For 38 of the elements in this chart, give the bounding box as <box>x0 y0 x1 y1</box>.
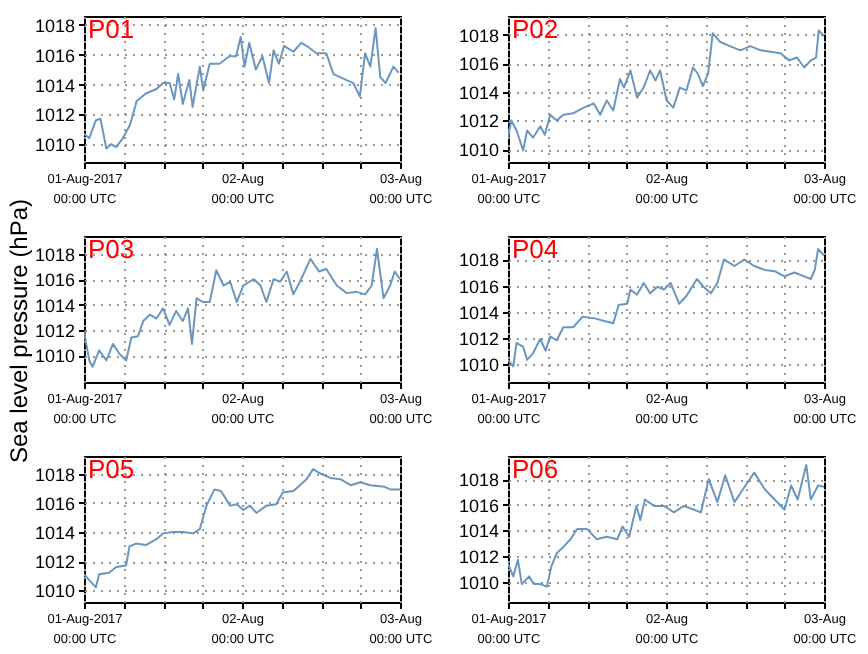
y-tick-label: 1010 <box>458 572 499 593</box>
y-tick-label: 1018 <box>34 244 75 265</box>
y-tick-label: 1018 <box>458 25 499 46</box>
y-tick-label: 1010 <box>458 140 499 161</box>
chart-title: P01 <box>88 14 135 44</box>
y-tick-label: 1012 <box>34 552 75 573</box>
chart-title: P06 <box>512 454 559 484</box>
y-tick-label: 1014 <box>458 302 499 323</box>
y-tick-label: 1016 <box>34 45 75 66</box>
y-tick-label: 1016 <box>34 493 75 514</box>
y-tick-label: 1016 <box>458 54 499 75</box>
y-tick-label: 1014 <box>458 521 499 542</box>
y-tick-label: 1012 <box>458 328 499 349</box>
chart-title: P05 <box>88 454 135 484</box>
chart-title: P03 <box>88 234 135 264</box>
y-tick-label: 1012 <box>458 111 499 132</box>
y-tick-label: 1014 <box>34 75 75 96</box>
y-tick-label: 1010 <box>34 346 75 367</box>
y-axis-title: Sea level pressure (hPa) <box>5 198 33 464</box>
y-tick-label: 1010 <box>458 354 499 375</box>
y-tick-label: 1018 <box>458 250 499 271</box>
y-tick-label: 1014 <box>458 82 499 103</box>
y-tick-label: 1010 <box>34 135 75 156</box>
y-tick-label: 1016 <box>458 276 499 297</box>
y-tick-label: 1018 <box>34 464 75 485</box>
y-tick-label: 1014 <box>34 522 75 543</box>
y-tick-label: 1012 <box>34 105 75 126</box>
y-tick-label: 1018 <box>458 470 499 491</box>
y-tick-label: 1012 <box>34 320 75 341</box>
y-tick-label: 1018 <box>34 15 75 36</box>
y-tick-label: 1016 <box>34 270 75 291</box>
line-series <box>508 463 824 588</box>
y-tick-label: 1014 <box>34 295 75 316</box>
y-tick-label: 1012 <box>458 546 499 567</box>
y-tick-label: 1016 <box>458 495 499 516</box>
chart-title: P02 <box>512 14 559 44</box>
y-tick-label: 1010 <box>34 581 75 602</box>
chart-title: P04 <box>512 234 559 264</box>
